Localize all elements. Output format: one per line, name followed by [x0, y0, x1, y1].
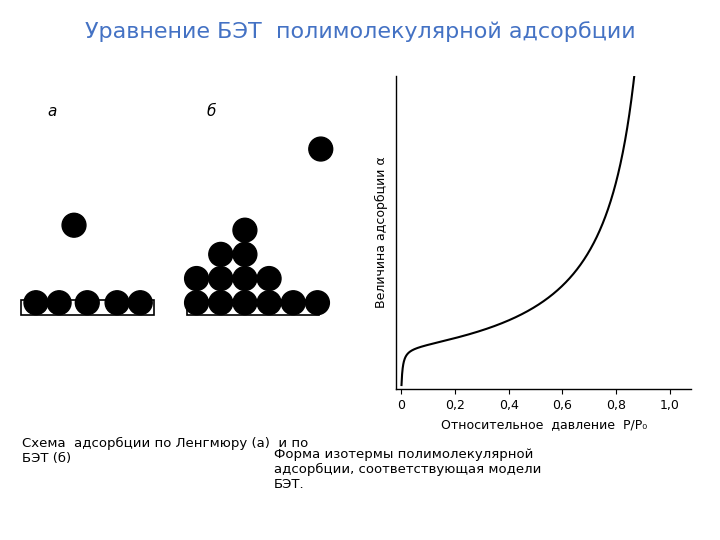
- Circle shape: [309, 137, 333, 161]
- Circle shape: [305, 291, 329, 315]
- Circle shape: [209, 242, 233, 266]
- Circle shape: [76, 291, 99, 315]
- Text: Форма изотермы полимолекулярной
адсорбции, соответствующая модели
БЭТ.: Форма изотермы полимолекулярной адсорбци…: [274, 448, 541, 491]
- Circle shape: [24, 291, 48, 315]
- Circle shape: [282, 291, 305, 315]
- Circle shape: [257, 291, 281, 315]
- Text: а: а: [48, 104, 57, 119]
- Circle shape: [233, 242, 257, 266]
- Circle shape: [184, 267, 209, 291]
- Circle shape: [209, 267, 233, 291]
- Text: Схема  адсорбции по Ленгмюру (а)  и по
БЭТ (б): Схема адсорбции по Ленгмюру (а) и по БЭТ…: [22, 437, 308, 465]
- Circle shape: [233, 218, 257, 242]
- Circle shape: [233, 267, 257, 291]
- Circle shape: [257, 267, 281, 291]
- Circle shape: [105, 291, 129, 315]
- Circle shape: [184, 291, 209, 315]
- Y-axis label: Величина адсорбции α: Величина адсорбции α: [374, 157, 387, 308]
- Text: Уравнение БЭТ  полимолекулярной адсорбции: Уравнение БЭТ полимолекулярной адсорбции: [85, 22, 635, 43]
- Circle shape: [62, 213, 86, 237]
- X-axis label: Относительное  давление  P/P₀: Относительное давление P/P₀: [441, 418, 647, 431]
- Circle shape: [233, 291, 257, 315]
- Circle shape: [48, 291, 71, 315]
- Text: б: б: [207, 104, 216, 119]
- Circle shape: [209, 291, 233, 315]
- Circle shape: [128, 291, 152, 315]
- Bar: [21, 300, 153, 315]
- Bar: [186, 300, 319, 315]
